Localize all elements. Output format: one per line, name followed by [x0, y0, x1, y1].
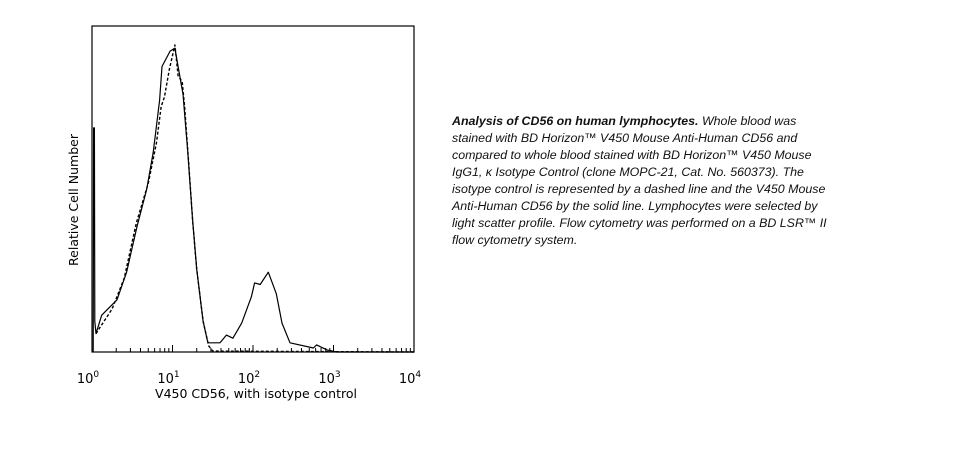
x-tick-label: 101 — [157, 370, 179, 387]
x-tick-exponent: 1 — [174, 370, 180, 380]
caption-text: Whole blood was stained with BD Horizon™… — [452, 114, 827, 247]
caption-title: Analysis of CD56 on human lymphocytes. — [452, 114, 699, 128]
x-tick-label: 103 — [318, 370, 340, 387]
isotype-control-line — [95, 44, 415, 353]
series-group — [92, 44, 415, 353]
plot-frame — [91, 25, 415, 353]
cd56-line — [92, 47, 414, 353]
x-tick-label: 104 — [399, 370, 422, 387]
x-axis-ticks — [91, 345, 415, 352]
x-axis-label: V450 CD56, with isotype control — [155, 386, 357, 401]
x-tick-label: 102 — [238, 370, 260, 387]
y-axis-label: Relative Cell Number — [66, 133, 81, 266]
figure-caption: Analysis of CD56 on human lymphocytes. W… — [452, 113, 832, 249]
x-tick-exponent: 4 — [415, 370, 421, 380]
histogram-chart: 100 101 102 103 104 V450 CD56, with isotype … — [66, 25, 422, 401]
x-tick-label: 100 — [77, 370, 100, 387]
x-axis-tick-labels: 100 101 102 103 104 — [77, 370, 422, 387]
x-tick-exponent: 2 — [254, 370, 260, 380]
x-tick-exponent: 3 — [335, 370, 341, 380]
x-tick-exponent: 0 — [93, 370, 99, 380]
